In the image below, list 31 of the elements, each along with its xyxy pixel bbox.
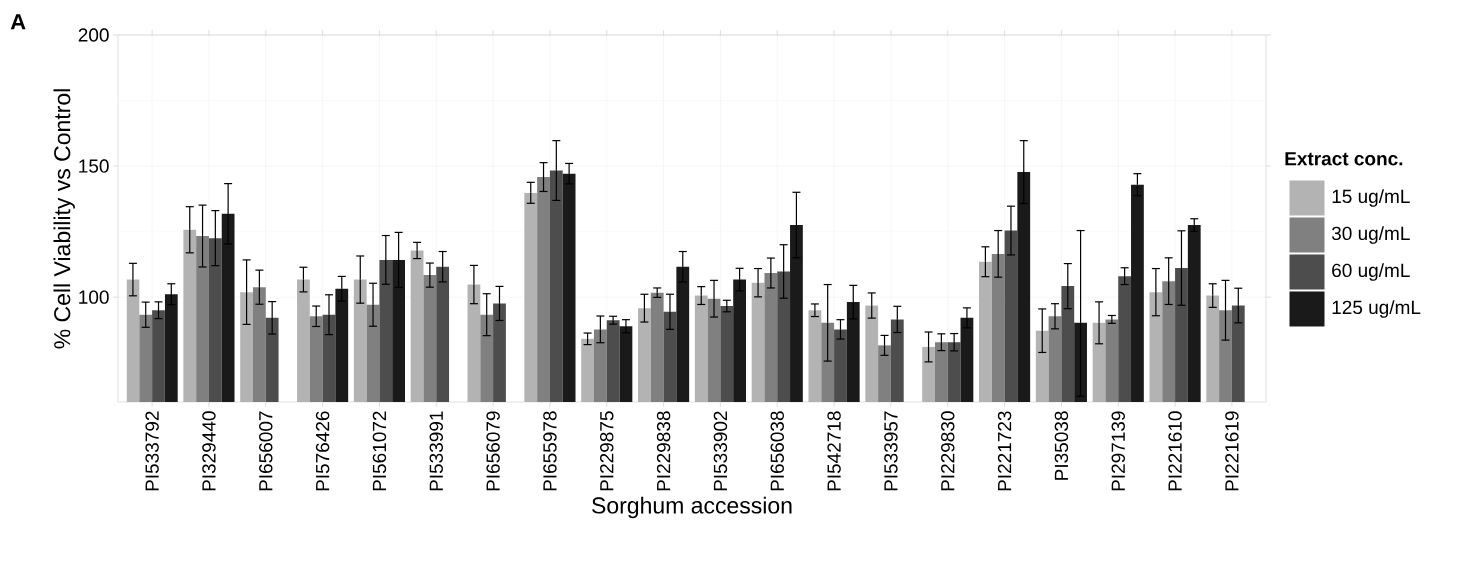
y-tick-label: 100 xyxy=(79,290,109,304)
x-tick-label: PI533902 xyxy=(713,411,728,491)
x-axis-title: Sorghum accession xyxy=(592,496,792,519)
x-tick-label: PI229838 xyxy=(656,411,671,491)
x-tick-label: PI576426 xyxy=(315,411,330,491)
x-tick-label: PI221610 xyxy=(1168,411,1182,491)
legend-title: Extract conc. xyxy=(1285,152,1403,166)
x-tick-label: PI655978 xyxy=(543,411,557,491)
x-tick-label: PI221723 xyxy=(997,411,1012,491)
x-tick-label: PI297139 xyxy=(1111,411,1125,491)
x-tick-label: PI229830 xyxy=(941,411,955,491)
x-tick-label: PI221619 xyxy=(1225,411,1239,491)
x-tick-label: PI229875 xyxy=(600,411,614,491)
text: A xyxy=(10,14,26,30)
x-tick-label: PI533792 xyxy=(145,411,159,491)
y-tick-label: 200 xyxy=(78,28,109,42)
x-tick-label: PI561072 xyxy=(372,411,387,491)
x-tick-label: PI542718 xyxy=(827,411,841,491)
x-tick-label: PI656079 xyxy=(486,411,500,491)
x-tick-label: PI533957 xyxy=(884,411,898,491)
x-tick-label: PI656038 xyxy=(770,411,784,491)
y-axis-title: % Cell Viability vs Control xyxy=(53,89,75,349)
legend-label: 15 ug/mL xyxy=(1332,189,1410,207)
x-tick-label: PI35038 xyxy=(1054,411,1069,480)
x-tick-label: PI329440 xyxy=(202,411,216,491)
x-tick-label: PI656007 xyxy=(259,411,273,491)
x-tick-label: PI533991 xyxy=(429,411,443,491)
legend-label: 125 ug/mL xyxy=(1332,300,1421,318)
y-tick-label: 150 xyxy=(79,159,109,173)
legend-label: 30 ug/mL xyxy=(1331,226,1410,244)
legend-label: 60 ug/mL xyxy=(1332,263,1410,281)
